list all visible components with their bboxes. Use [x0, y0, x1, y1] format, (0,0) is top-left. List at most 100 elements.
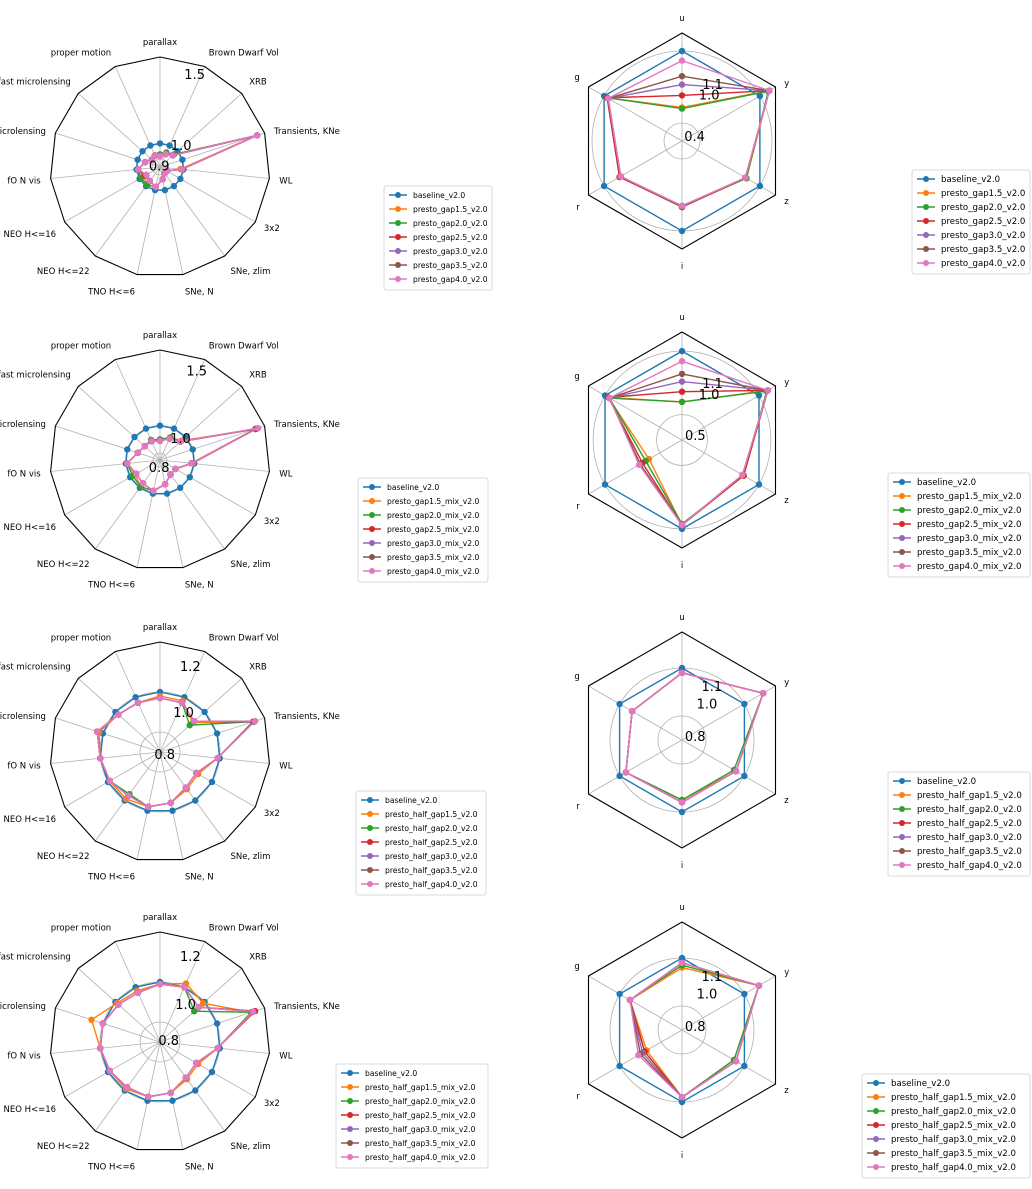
grid-ring [663, 122, 701, 160]
legend-entry-label: baseline_v2.0 [917, 478, 976, 488]
series-point [678, 664, 686, 672]
legend-swatch-marker [899, 535, 905, 541]
spoke-line [159, 166, 226, 257]
category-label: NEO H<=22 [37, 852, 90, 862]
legend-entry-label: presto_half_gap4.0_mix_v2.0 [365, 1153, 476, 1162]
series-point [755, 481, 763, 488]
spoke-line [681, 685, 776, 741]
spoke-line [159, 459, 184, 568]
series-point [201, 708, 208, 716]
series-point [188, 460, 195, 467]
legend-entry-label: presto_half_gap3.5_mix_v2.0 [365, 1139, 476, 1148]
series-point [214, 1044, 221, 1052]
series-point [94, 728, 101, 735]
category-label: parallax [143, 331, 177, 341]
legend-entry-label: presto_half_gap1.5_v2.0 [917, 791, 1022, 801]
category-label: g [574, 672, 579, 682]
category-label: parallax [143, 623, 177, 633]
ring-value-label: 1.0 [697, 987, 718, 1002]
series-point [159, 176, 166, 183]
series-point [169, 807, 176, 814]
ring-value-label: 1.5 [184, 68, 205, 83]
series-point [678, 959, 686, 966]
category-label: XRB [249, 371, 267, 381]
legend-entry-label: presto_half_gap1.5_v2.0 [385, 810, 478, 819]
category-label: slow microlensing [0, 1002, 46, 1012]
category-label: g [574, 372, 579, 382]
category-label: fast microlensing [0, 953, 71, 963]
spoke-line [159, 941, 206, 1043]
legend-swatch-marker [367, 881, 373, 887]
legend-entry-label: presto_gap2.5_mix_v2.0 [917, 520, 1022, 530]
category-label: Transients, KNe [273, 1002, 340, 1012]
legend-swatch-marker [899, 479, 905, 485]
spoke-line [159, 425, 265, 461]
legend-entry-label: presto_gap4.0_v2.0 [413, 275, 488, 284]
category-label: WL [279, 470, 292, 480]
legend-entry-label: presto_gap3.0_mix_v2.0 [387, 539, 480, 548]
series-point [177, 175, 184, 182]
series-point [182, 784, 190, 791]
spoke-line [136, 459, 161, 568]
legend-entry-label: baseline_v2.0 [941, 175, 1000, 185]
outer-frame [50, 931, 270, 1151]
legend-entry-label: presto_half_gap3.0_mix_v2.0 [891, 1135, 1016, 1145]
legend-swatch-marker [367, 839, 373, 845]
legend: baseline_v2.0 presto_gap1.5_mix_v2.0prest… [887, 472, 1031, 578]
series-line [607, 83, 771, 208]
legend-swatch-marker [367, 825, 373, 831]
legend-entry-label: presto_gap1.5_mix_v2.0 [917, 492, 1022, 502]
series-point [741, 772, 748, 780]
legend: baseline_v2.0 presto_half_gap1.5_v2.0pres… [355, 790, 487, 896]
legend-swatch-marker [899, 563, 905, 569]
category-label: i [681, 861, 683, 871]
category-label: WL [279, 762, 292, 772]
series-point [755, 982, 763, 989]
outer-frame [50, 349, 270, 569]
category-label: Brown Dwarf Vol [209, 923, 279, 933]
legend-swatch-marker [369, 484, 375, 490]
outer-frame [587, 331, 777, 549]
series-point [616, 990, 623, 998]
series-point [208, 778, 216, 786]
series-point [177, 484, 184, 491]
legend-entry-label: baseline_v2.0 [413, 191, 465, 200]
series-line [99, 981, 221, 1102]
category-label: SNe, N [185, 580, 214, 590]
series-point [601, 481, 609, 488]
series-point [141, 158, 149, 166]
series-point [622, 769, 630, 776]
series-point [156, 152, 164, 160]
series-line [126, 427, 259, 492]
ring-value-label: 1.1 [702, 78, 723, 93]
series-point [189, 446, 196, 453]
series-point [764, 387, 771, 394]
series-point [254, 424, 262, 432]
spoke-line [588, 1029, 683, 1085]
spoke-line [159, 1041, 256, 1098]
series-point [605, 95, 612, 102]
outer-frame [587, 32, 777, 250]
series-point [251, 717, 259, 725]
series-point [99, 1020, 107, 1027]
spoke-line [78, 386, 161, 461]
legend-entry-label: presto_gap3.5_mix_v2.0 [917, 548, 1022, 558]
spoke-line [159, 386, 242, 461]
category-label: u [679, 613, 684, 623]
series-point [213, 1020, 221, 1027]
legend-swatch-marker [369, 554, 375, 560]
series-point [115, 711, 122, 718]
legend-swatch-marker [873, 1108, 879, 1114]
grid-ring [657, 715, 707, 765]
series-point [133, 470, 140, 477]
series-point [742, 174, 749, 181]
legend-swatch-marker [923, 204, 929, 210]
series-line [608, 390, 768, 525]
series-point [628, 708, 636, 715]
series-point [193, 1059, 200, 1067]
ring-value-label: 0.8 [149, 461, 170, 476]
legend-entry-label: presto_gap4.0_mix_v2.0 [917, 562, 1022, 572]
series-line [126, 428, 256, 492]
series-point [142, 425, 150, 432]
series-point [106, 1067, 114, 1075]
